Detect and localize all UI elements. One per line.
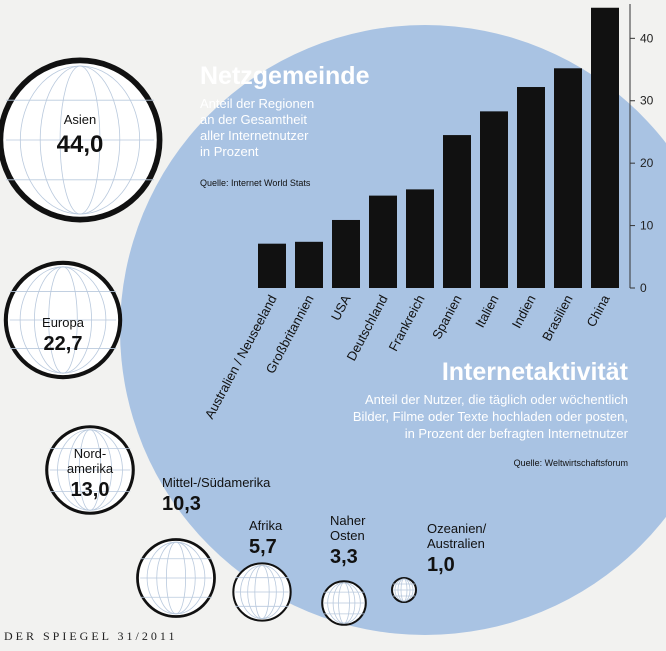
bubble-label: Nord-amerika bbox=[67, 446, 114, 476]
bar bbox=[480, 111, 508, 288]
bubble-subtitle: Anteil der Regionen an der Gesamtheit alle… bbox=[200, 96, 314, 159]
globe-meridian bbox=[57, 429, 123, 511]
y-tick-label: 10 bbox=[640, 219, 654, 233]
globe-meridian bbox=[394, 578, 414, 602]
bubble-source: Quelle: Internet World Stats bbox=[200, 178, 311, 188]
y-tick-label: 40 bbox=[640, 31, 654, 45]
globe-meridian bbox=[19, 65, 141, 215]
bubble-label: Mittel-/Südamerika bbox=[162, 475, 271, 490]
bar bbox=[369, 195, 397, 288]
globe bbox=[3, 260, 123, 380]
bubble-value: 22,7 bbox=[44, 333, 83, 355]
globe bbox=[321, 580, 367, 626]
footer: DER SPIEGEL 31/2011 bbox=[4, 629, 177, 643]
bubble-label: Afrika bbox=[249, 518, 283, 533]
bar-source: Quelle: Weltwirtschaftsforum bbox=[514, 458, 628, 468]
bar bbox=[443, 135, 471, 288]
globe bbox=[136, 538, 216, 618]
bubble-value: 13,0 bbox=[71, 479, 110, 501]
bubble-value: 10,3 bbox=[162, 493, 201, 515]
bubble-label: Asien bbox=[64, 112, 97, 127]
bar-title: Internetaktivität bbox=[442, 358, 629, 386]
globe bbox=[45, 425, 135, 515]
bar bbox=[591, 7, 619, 288]
bubble-label: Europa bbox=[42, 315, 85, 330]
bar bbox=[517, 87, 545, 288]
bubble-value: 44,0 bbox=[57, 131, 104, 158]
bar bbox=[258, 243, 286, 288]
bar bbox=[406, 189, 434, 288]
globe-meridian bbox=[240, 564, 284, 620]
bubble-label: Naher Osten bbox=[330, 513, 366, 543]
bubble-title: Netzgemeinde bbox=[200, 62, 370, 90]
y-tick-label: 0 bbox=[640, 281, 647, 295]
bubble-value: 3,3 bbox=[330, 546, 358, 568]
y-tick-label: 30 bbox=[640, 94, 654, 108]
bar bbox=[332, 219, 360, 288]
globe bbox=[232, 562, 292, 622]
bubble-value: 5,7 bbox=[249, 536, 277, 558]
bar bbox=[554, 68, 582, 289]
bubble-value: 1,0 bbox=[427, 554, 455, 576]
bubble-label: Ozeanien/Australien bbox=[427, 521, 487, 551]
bar-subtitle: Anteil der Nutzer, die täglich oder wöch… bbox=[353, 392, 629, 441]
globe-meridian bbox=[146, 541, 206, 615]
bar bbox=[295, 241, 323, 288]
globe bbox=[0, 57, 163, 223]
y-tick-label: 20 bbox=[640, 156, 654, 170]
globe-meridian bbox=[327, 582, 361, 624]
globe bbox=[391, 577, 417, 603]
globe-meridian bbox=[19, 266, 107, 374]
